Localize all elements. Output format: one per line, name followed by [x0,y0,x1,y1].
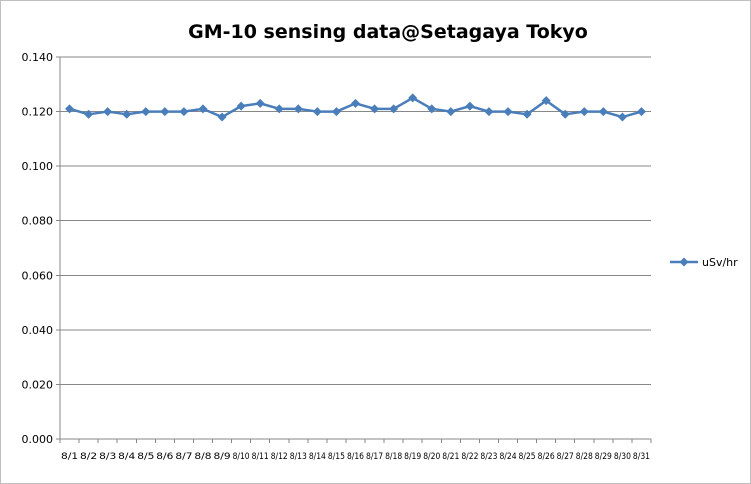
x-tick-label: 8/28 [576,452,593,462]
x-tick-label: 8/7 [175,452,192,462]
data-point [541,96,551,106]
data-point [255,98,265,108]
data-point [522,109,532,119]
x-tick-label: 8/14 [309,452,326,462]
data-point [122,109,132,119]
y-tick-label: 0.120 [22,106,54,119]
data-point [160,107,170,117]
data-point [103,107,113,117]
chart-title: GM-10 sensing data@Setagaya Tokyo [188,21,588,43]
x-tick-label: 8/23 [480,452,497,462]
data-point [560,109,570,119]
x-tick-label: 8/17 [366,452,383,462]
legend-label: uSv/hr [702,256,738,269]
x-tick-label: 8/31 [633,452,650,462]
data-point [484,107,494,117]
axes [59,57,651,440]
x-tick-label: 8/26 [538,452,555,462]
y-tick-label: 0.100 [22,160,54,173]
data-point [141,107,151,117]
x-tick-label: 8/9 [214,452,231,462]
y-tick-label: 0.060 [22,269,54,282]
y-tick-label: 0.140 [22,51,54,64]
x-axis-ticks: 8/1 8/2 8/3 8/4 8/5 8/6 8/7 8/8 8/9 8/10 8/11 8/12 8… [59,439,652,462]
data-point [217,112,227,122]
y-tick-label: 0.080 [22,215,54,228]
x-tick-label: 8/5 [137,452,154,462]
data-point [351,98,360,108]
x-tick-label: 8/21 [442,452,459,462]
x-tick-label: 8/8 [194,452,211,462]
x-tick-label: 8/3 [99,452,116,462]
series-layer [65,93,646,122]
y-tick-label: 0.000 [22,433,54,446]
data-point [465,101,475,111]
x-tick-label: 8/13 [290,452,307,462]
y-tick-label: 0.040 [22,324,54,337]
x-tick-label: 8/27 [557,452,574,462]
data-point [236,101,246,111]
x-tick-label: 8/10 [233,452,250,462]
data-point [370,104,380,114]
x-tick-label: 8/19 [404,452,421,462]
x-tick-label: 8/29 [595,452,612,462]
data-point [636,107,646,117]
data-point [427,104,437,114]
data-point [312,107,322,117]
data-point [179,107,189,117]
gridlines [60,56,651,385]
x-tick-label: 8/20 [423,452,440,462]
x-tick-label: 8/15 [328,452,345,462]
x-tick-label: 8/22 [461,452,478,462]
x-tick-label: 8/18 [385,452,402,462]
data-point [84,109,94,119]
data-point [503,107,513,117]
x-tick-label: 8/12 [271,452,288,462]
data-point [408,93,418,103]
x-tick-label: 8/24 [499,452,516,462]
data-point [274,104,284,114]
data-point [198,104,208,114]
data-point [331,107,341,117]
x-tick-label: 8/11 [252,452,269,462]
data-point [65,104,75,114]
y-tick-label: 0.020 [22,378,54,391]
x-tick-label: 8/16 [347,452,364,462]
x-tick-label: 8/1 [61,452,78,462]
legend: uSv/hr [670,256,738,269]
x-tick-label: 8/2 [80,452,97,462]
data-point [617,112,627,122]
x-tick-label: 8/4 [118,452,135,462]
x-tick-label: 8/30 [614,452,631,462]
x-tick-label: 8/6 [156,452,173,462]
data-point [579,107,589,117]
y-axis-ticks: 0.000 0.020 0.040 0.060 0.080 0.100 0.120 0.140 [22,51,60,446]
legend-marker [679,257,689,267]
data-point [293,104,303,114]
data-point [446,107,456,117]
data-point [598,107,608,117]
x-tick-label: 8/25 [519,452,536,462]
data-point [389,104,399,114]
